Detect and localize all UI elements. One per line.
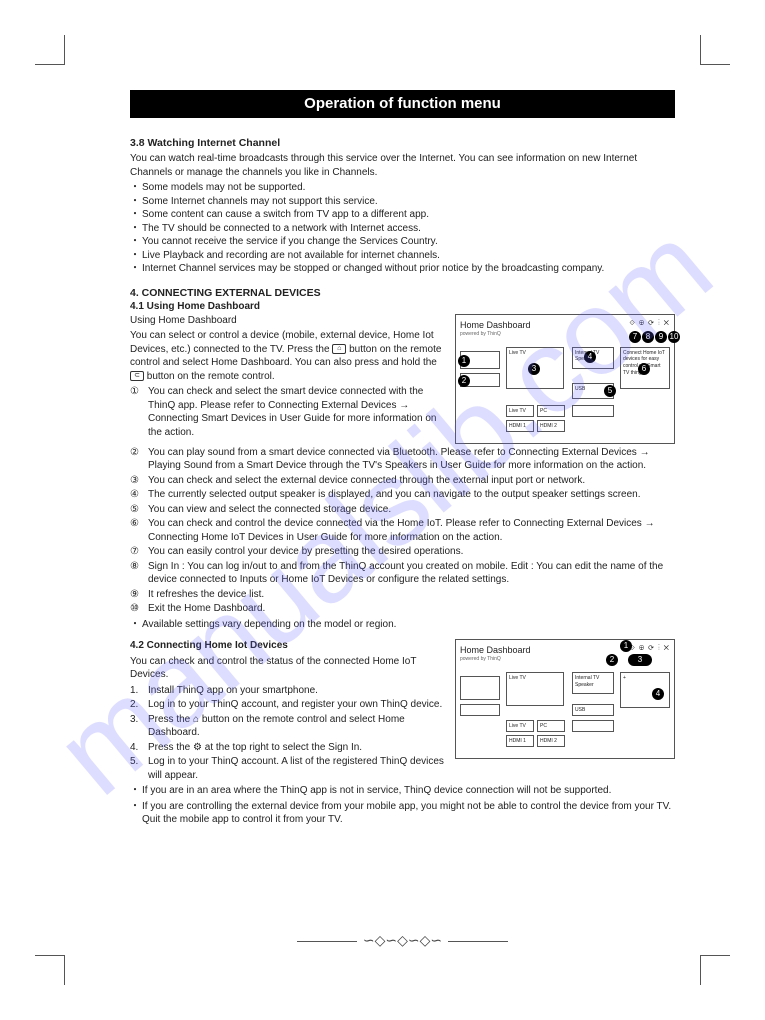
home-icon: ⌂ [332,344,346,354]
bullet-item: Some content can cause a switch from TV … [142,208,429,222]
input-icon: ⊂ [130,371,144,381]
callout-circle: 4 [652,688,664,700]
numbered-list: ①You can check and select the smart devi… [130,385,445,439]
subsection-heading: 4.2 Connecting Home Iot Devices [130,639,445,653]
callout-circle: 2 [458,375,470,387]
step-item: Log in to your ThinQ account, and regist… [148,698,445,712]
paragraph: You can select or control a device (mobi… [130,329,445,383]
list-item: You can check and select the external de… [148,474,675,488]
callout-circle: 2 [606,654,618,666]
callout-circle: 3 [628,654,652,666]
callout-circle: 10 [668,331,680,343]
section-heading: 4. CONNECTING EXTERNAL DEVICES [130,286,675,300]
steps-list: 1.Install ThinQ app on your smartphone. … [130,684,445,783]
bullet-item: Some Internet channels may not support t… [142,195,378,209]
callout-circle: 8 [642,331,654,343]
step-item: Install ThinQ app on your smartphone. [148,684,445,698]
list-item: Sign In : You can log in/out to and from… [148,560,675,587]
crop-mark [35,35,65,65]
callout-circle: 7 [629,331,641,343]
mobile-box [460,676,500,700]
list-item: Exit the Home Dashboard. [148,602,675,616]
step-item: Press the ⚙ at the top right to select t… [148,741,445,755]
page-content: Operation of function menu 3.8 Watching … [130,90,675,950]
crop-mark [700,955,730,985]
bullet-item: Some models may not be supported. [142,181,305,195]
list-item: You can easily control your device by pr… [148,545,675,559]
list-item: You can view and select the connected st… [148,503,675,517]
home-dashboard-diagram-2: Home Dashboard powered by ThinQ ⟐ ⊕ ⟳ ⋮ … [455,639,675,759]
paragraph: You can check and control the status of … [130,655,445,682]
home-dashboard-diagram: Home Dashboard powered by ThinQ ⟐ ⊕ ⟳ ⋮ … [455,314,675,444]
bullet-item: You cannot receive the service if you ch… [142,235,438,249]
bullet-item: Live Playback and recording are not avai… [142,249,440,263]
tv-inputs-box: Live TV [506,672,564,706]
diagram-top-icons: ⟐ ⊕ ⟳ ⋮ ✕ [629,644,670,653]
bullet-item: Internet Channel services may be stopped… [142,262,604,276]
crop-mark [35,955,65,985]
callout-circle: 6 [638,363,650,375]
callout-circle: 9 [655,331,667,343]
note: If you are in an area where the ThinQ ap… [142,784,611,798]
soundout-box: Internal TV Speaker [572,672,614,694]
bullet-list: ・Some models may not be supported. ・Some… [130,181,675,276]
list-item: You can play sound from a smart device c… [148,446,675,473]
note: Available settings vary depending on the… [142,618,396,632]
diagram-top-icons: ⟐ ⊕ ⟳ ⋮ ✕ [629,319,670,328]
list-item: The currently selected output speaker is… [148,488,675,502]
list-item: It refreshes the device list. [148,588,675,602]
step-item: Press the ⌂ button on the remote control… [148,713,445,740]
page-title: Operation of function menu [130,90,675,118]
callout-circle: 3 [528,363,540,375]
callout-circle: 1 [620,640,632,652]
numbered-list: ②You can play sound from a smart device … [130,446,675,616]
subheading: Using Home Dashboard [130,314,445,328]
page-ornament: ∽◇∽◇∽◇∽ [130,931,675,950]
crop-mark [700,35,730,65]
bullet-item: The TV should be connected to a network … [142,222,421,236]
callout-circle: 1 [458,355,470,367]
section-heading: 3.8 Watching Internet Channel [130,136,675,150]
paragraph: You can watch real-time broadcasts throu… [130,152,675,179]
note: If you are controlling the external devi… [142,800,675,827]
list-item: You can check and control the device con… [148,517,675,544]
subsection-heading: 4.1 Using Home Dashboard [130,300,675,314]
callout-circle: 5 [604,385,616,397]
list-item: You can check and select the smart devic… [148,385,445,439]
callout-circle: 4 [584,351,596,363]
step-item: Log in to your ThinQ account. A list of … [148,755,445,782]
